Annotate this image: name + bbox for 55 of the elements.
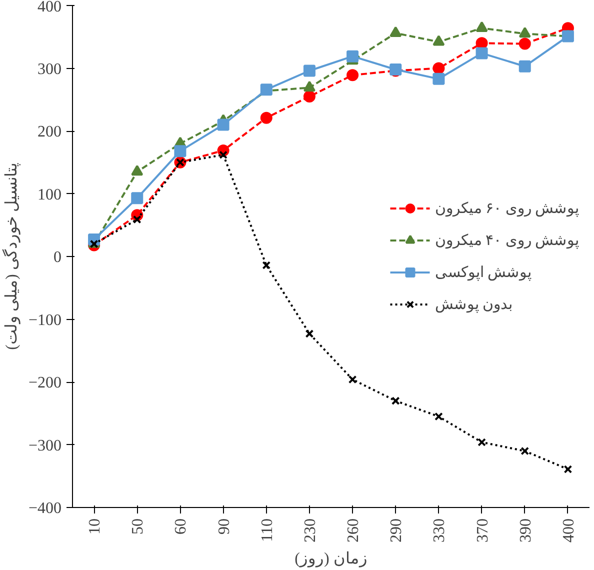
- x-tick-label: 90: [216, 518, 233, 534]
- point: [518, 38, 531, 50]
- legend-label: پوشش روی ۶۰ میکرون: [434, 200, 579, 218]
- x-tick-label: 330: [431, 518, 448, 542]
- x-tick-label: 370: [474, 518, 492, 542]
- y-tick-label: 400: [38, 0, 62, 16]
- point: [432, 35, 445, 46]
- point: [432, 62, 445, 74]
- x-tick-label: 230: [302, 518, 319, 542]
- point: [390, 26, 402, 37]
- point: [346, 50, 359, 62]
- point: [303, 90, 316, 102]
- x-tick-label: 260: [345, 518, 362, 542]
- point: [348, 375, 357, 384]
- point: [303, 80, 316, 92]
- x-tick-label: 110: [258, 518, 276, 542]
- y-tick-label: −200: [28, 374, 62, 392]
- point: [478, 438, 486, 446]
- x-tick-label: 50: [130, 518, 147, 534]
- point: [346, 69, 359, 82]
- point: [520, 446, 530, 456]
- legend-label: پوشش روی ۴۰ میکرون: [434, 232, 579, 250]
- point: [391, 396, 400, 406]
- x-tick-label: 400: [560, 518, 578, 542]
- x-tick-label: 390: [517, 518, 534, 542]
- point: [260, 112, 272, 124]
- y-tick-label: 300: [38, 60, 62, 78]
- x-tick-label: 10: [86, 518, 104, 534]
- point: [476, 21, 488, 32]
- point: [432, 72, 445, 85]
- y-tick-label: 0: [54, 249, 62, 266]
- legend-label: پوشش اپوکسی: [434, 264, 532, 282]
- y-tick-label: −400: [28, 500, 62, 517]
- point: [131, 165, 144, 176]
- point: [219, 150, 228, 160]
- point: [476, 47, 488, 60]
- y-axis-title: پتانسیل خوردگی (میلی ولت): [1, 163, 20, 350]
- point: [262, 261, 271, 270]
- point: [303, 64, 316, 77]
- x-axis-title: زمان (روز): [294, 550, 368, 568]
- point: [217, 118, 230, 131]
- y-tick-label: 100: [38, 186, 62, 204]
- point: [518, 60, 531, 72]
- x-tick-label: 60: [172, 518, 190, 534]
- x-tick-label: 290: [388, 518, 406, 542]
- y-tick-label: −300: [28, 437, 62, 454]
- y-tick-label: 200: [38, 124, 62, 140]
- point: [305, 330, 314, 338]
- y-tick-label: −100: [28, 312, 62, 329]
- legend-label: بدون پوشش: [434, 296, 512, 314]
- point: [131, 192, 144, 204]
- point: [434, 412, 443, 421]
- point: [518, 26, 531, 38]
- point: [564, 465, 572, 474]
- point: [174, 145, 186, 158]
